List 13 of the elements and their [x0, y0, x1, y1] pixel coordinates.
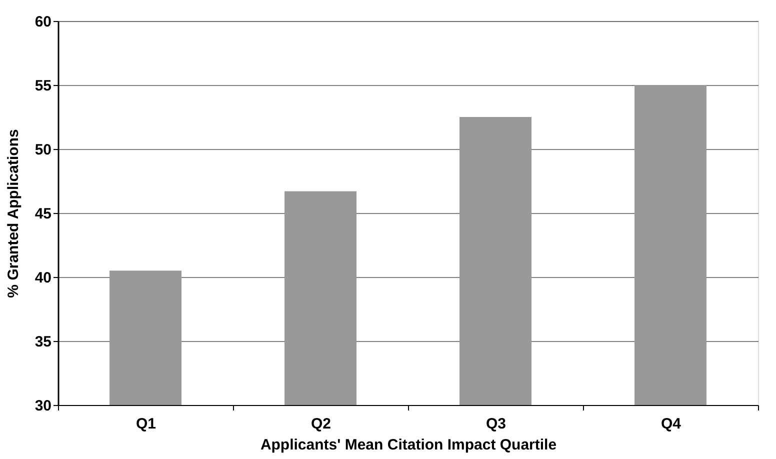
x-axis-title: Applicants' Mean Citation Impact Quartile — [260, 436, 557, 454]
y-axis-title: % Granted Applications — [4, 129, 22, 298]
y-tick-label: 50 — [34, 142, 52, 158]
y-tick-label: 60 — [34, 14, 52, 30]
y-tick-label: 55 — [34, 78, 52, 94]
x-tick-label: Q4 — [660, 416, 682, 432]
x-tick-label: Q2 — [310, 416, 332, 432]
y-tick-label: 35 — [34, 334, 52, 350]
y-tick-label: 40 — [34, 270, 52, 286]
x-tick-label: Q1 — [136, 416, 156, 432]
x-tick-label: Q3 — [486, 416, 506, 432]
y-tick-label: 30 — [34, 398, 52, 414]
y-tick-label: 45 — [34, 206, 52, 222]
